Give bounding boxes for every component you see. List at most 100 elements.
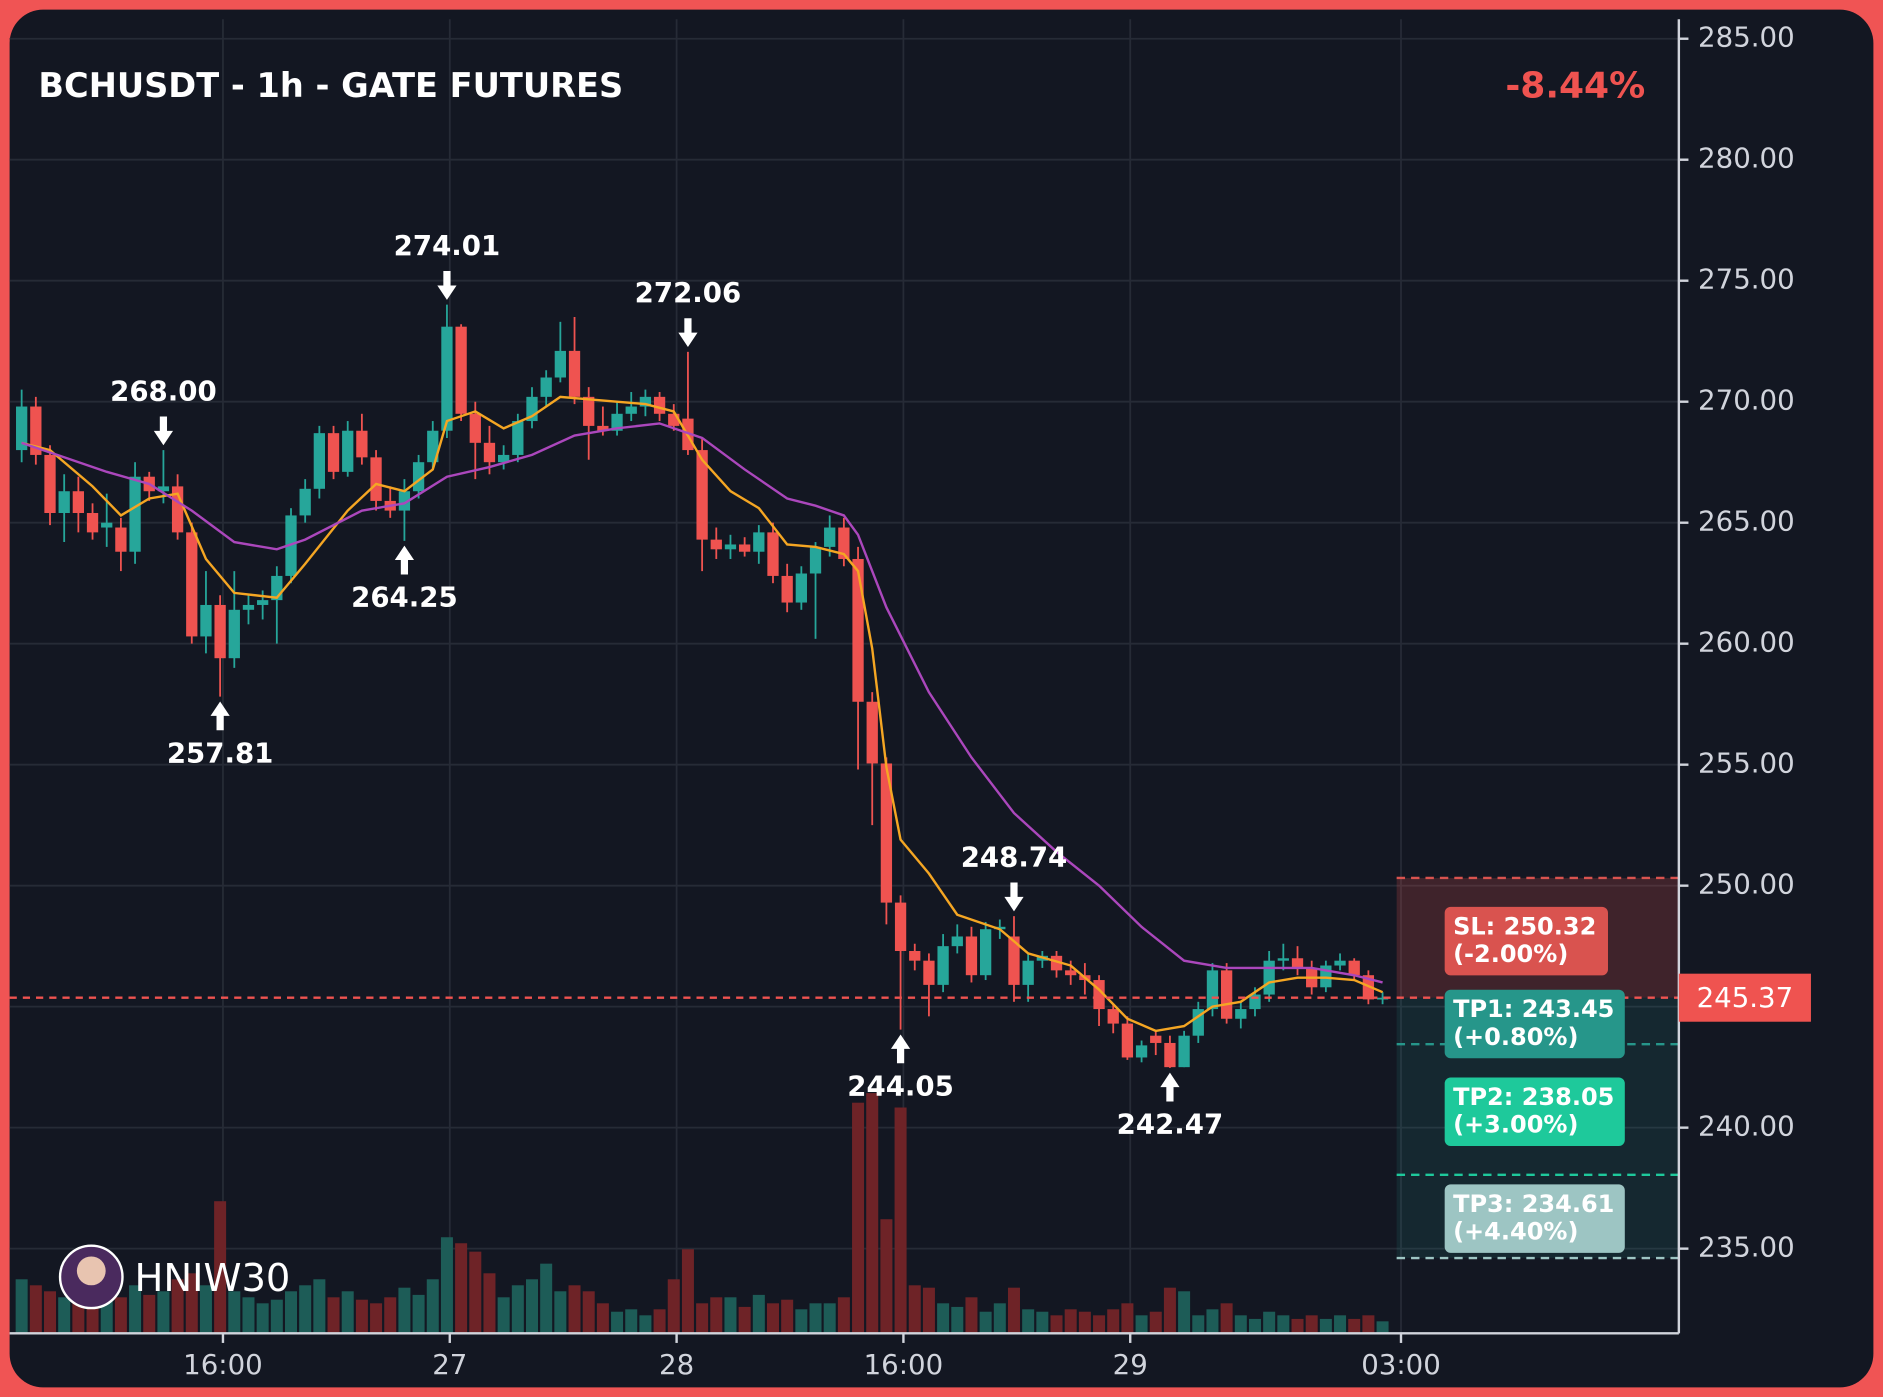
volume-bar [497,1297,510,1334]
level-pct: (+4.40%) [1453,1217,1578,1245]
candle-body [101,522,113,528]
annotation-label: 268.00 [110,374,217,407]
volume-bar [625,1309,638,1334]
volume-bar [355,1299,368,1334]
volume-bar [228,1291,241,1334]
candle-body [894,902,907,952]
volume-bar [766,1303,779,1334]
candle-body [1050,955,1063,971]
annotation-label: 264.25 [351,580,458,613]
volume-bar [284,1291,298,1334]
volume-bar [1121,1303,1134,1334]
candle-body [965,936,978,976]
y-tick-label: 250.00 [1698,868,1795,901]
volume-bar [426,1279,439,1334]
candle-body [696,450,708,540]
volume-bar [979,1311,992,1334]
annotation-label: 242.47 [1117,1108,1224,1141]
volume-bar [370,1303,383,1334]
candle-body [228,609,240,659]
candle-body [1164,1042,1176,1068]
candle-body [186,532,198,637]
volume-bar [568,1285,581,1334]
level-pct: (+3.00%) [1453,1111,1578,1139]
volume-bar [611,1311,624,1334]
candle-body [257,600,269,605]
volume-bar [185,1273,198,1334]
candle-body [171,486,184,533]
candle-body [483,442,496,463]
candle-body [86,513,99,533]
x-tick-label: 16:00 [183,1348,263,1381]
volume-bar [752,1294,765,1334]
x-tick-label: 16:00 [864,1348,944,1381]
y-tick-label: 235.00 [1698,1231,1795,1264]
y-tick-label: 275.00 [1698,263,1795,296]
volume-bar [724,1297,737,1334]
annotation-arrow [678,318,698,348]
volume-bar [1234,1315,1247,1334]
candle-body [129,476,141,552]
volume-bar [866,1093,879,1334]
candle-body [866,701,878,764]
volume-bar [1319,1318,1332,1334]
grid [9,19,1679,1334]
current-price-badge [1678,973,1811,1022]
volume-bar [809,1303,822,1334]
candle-body [909,951,921,961]
volume-bar [171,1279,184,1334]
candle-body [937,946,949,985]
annotation-label: 244.05 [847,1069,954,1102]
volume-bar [143,1294,156,1334]
candle-body [979,929,992,976]
volume-bar [129,1285,142,1334]
candle-body [16,406,28,451]
volume-bar [951,1306,964,1334]
watermark: HNIW30 [135,1256,291,1301]
chart-title: BCHUSDT - 1h - GATE FUTURES [38,66,623,105]
candle-body [370,457,382,501]
y-tick-label: 265.00 [1698,505,1795,538]
candle-body [824,527,836,547]
candle-body [526,396,538,422]
volume-bar [1050,1315,1063,1334]
volume-bar [1376,1321,1389,1334]
candle-body [1121,1023,1134,1058]
volume-bar [72,1299,85,1334]
level-pct: (+0.80%) [1453,1023,1578,1051]
y-tick-label: 280.00 [1698,142,1795,175]
candle-body [809,546,822,574]
volume-bar [653,1309,666,1334]
change: -8.44% [1505,66,1645,107]
x-tick-label: 03:00 [1361,1348,1441,1381]
volume-bar [1334,1315,1347,1334]
level-pct: (-2.00%) [1453,940,1568,968]
volume-bar [114,1297,127,1334]
annotation-label: 248.74 [961,840,1068,873]
candle-body [58,491,70,514]
candle-body [668,413,680,426]
volume-bar [880,1219,893,1334]
volume-bar [525,1279,539,1334]
candle-body [724,544,737,550]
volume-bar [837,1297,850,1334]
volume-bar [384,1297,397,1334]
candle-body [1376,997,1389,1000]
volume-bar [667,1279,680,1334]
volume-bar [1192,1315,1205,1334]
volume-bar [242,1297,255,1334]
candle-body [568,350,581,397]
volume-bar [1291,1318,1304,1334]
volume-bar [15,1279,28,1334]
candle-body [1065,970,1077,976]
volume-bar [894,1107,907,1334]
candle-body [214,604,226,659]
annotation-arrow [394,545,415,575]
volume-bar [1220,1303,1233,1334]
volume-bar [1078,1311,1091,1334]
volume-bar [313,1279,326,1334]
candle-body [951,936,963,947]
candle-body [597,425,609,431]
volume-bar [157,1291,170,1334]
volume-bar [511,1285,524,1334]
